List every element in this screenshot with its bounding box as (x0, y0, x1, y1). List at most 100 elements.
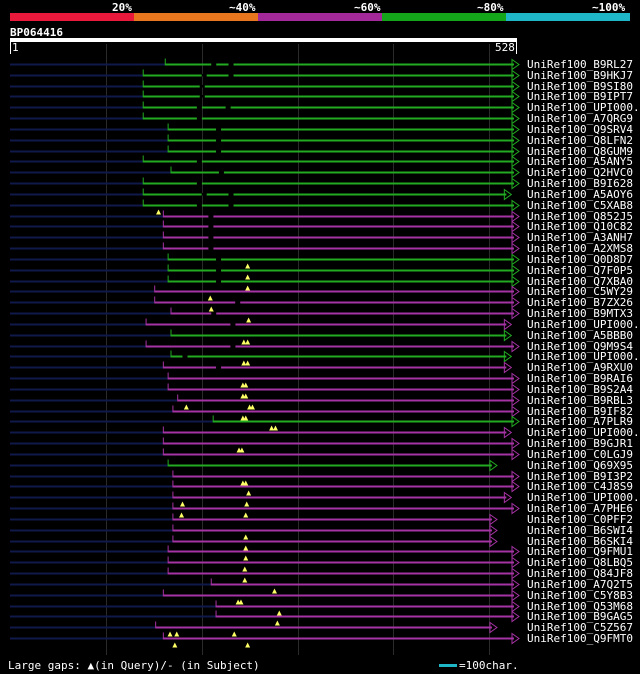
subject-gap-mark (228, 63, 234, 66)
hit-end-arrow-icon (511, 437, 520, 450)
hit-accession-link[interactable]: UniRef100_B6SKI4 (527, 535, 633, 548)
hit-accession-link[interactable]: UniRef100_B9I628 (527, 177, 633, 190)
hit-end-arrow-icon (511, 112, 520, 125)
hit-accession-link[interactable]: UniRef100_B9MTX3 (527, 307, 633, 320)
hit-accession-link[interactable]: UniRef100_B9GAG5 (527, 610, 633, 623)
query-gap-icon (242, 566, 248, 572)
hit-accession-link[interactable]: UniRef100_Q69X95 (527, 459, 633, 472)
hit-accession-link[interactable]: UniRef100_Q8LFN2 (527, 134, 633, 147)
hit-accession-link[interactable]: UniRef100_UPI000... (527, 491, 640, 504)
hit-end-arrow-icon (489, 621, 498, 634)
scale-label-80: ~80% (477, 1, 504, 14)
hit-accession-link[interactable]: UniRef100_Q2HVC0 (527, 166, 633, 179)
hit-end-arrow-icon (511, 307, 520, 320)
hit-accession-link[interactable]: UniRef100_Q7XBA0 (527, 275, 633, 288)
hit-accession-link[interactable]: UniRef100_UPI000... (527, 350, 640, 363)
hit-accession-link[interactable]: UniRef100_C5Y8B3 (527, 589, 633, 602)
subject-gap-mark (230, 323, 236, 326)
hit-accession-link[interactable]: UniRef100_Q53M68 (527, 600, 633, 613)
hit-end-arrow-icon (511, 145, 520, 158)
hit-accession-link[interactable]: UniRef100_A5ANY5 (527, 155, 633, 168)
subject-gap-mark (218, 171, 224, 174)
query-gap-icon: ▲ (87, 659, 95, 672)
hit-accession-link[interactable]: UniRef100_A7Q2T5 (527, 578, 633, 591)
hit-accession-link[interactable]: UniRef100_A7QRG9 (527, 112, 633, 125)
hit-end-arrow-icon (511, 296, 520, 309)
hit-accession-link[interactable]: UniRef100_A7PLR9 (527, 415, 633, 428)
hit-end-arrow-icon (511, 231, 520, 244)
subject-gap-mark (196, 117, 202, 120)
scale-label-100: ~100% (592, 1, 626, 14)
subject-gap-mark (228, 204, 234, 207)
hit-accession-link[interactable]: UniRef100_Q0D8D7 (527, 253, 633, 266)
hit-accession-link[interactable]: UniRef100_Q8LBQ5 (527, 556, 633, 569)
hit-accession-link[interactable]: UniRef100_C0PFF2 (527, 513, 633, 526)
query-gap-icon (245, 263, 251, 269)
hit-end-arrow-icon (489, 513, 498, 526)
query-gap-icon (208, 306, 214, 312)
hit-accession-link[interactable]: UniRef100_B9I3P2 (527, 470, 633, 483)
scale-label-20: 20% (112, 1, 132, 14)
hit-accession-link[interactable]: UniRef100_B9S2A4 (527, 383, 633, 396)
hit-accession-link[interactable]: UniRef100_B9RBL3 (527, 394, 633, 407)
subject-gap-mark (216, 258, 222, 261)
query-gap-icon (243, 512, 249, 518)
subject-gap-mark (211, 63, 217, 66)
query-start-tick (10, 42, 11, 54)
hit-accession-link[interactable]: UniRef100_Q8GUM9 (527, 145, 633, 158)
hit-accession-link[interactable]: UniRef100_B9GJR1 (527, 437, 633, 450)
query-gap-icon (274, 620, 280, 626)
hit-accession-link[interactable]: UniRef100_B9HKJ7 (527, 69, 633, 82)
hit-end-arrow-icon (511, 589, 520, 602)
query-gap-icon (245, 285, 251, 291)
hit-accession-link[interactable]: UniRef100_UPI000... (527, 426, 640, 439)
hit-accession-link[interactable]: UniRef100_UPI000... (527, 318, 640, 331)
hit-accession-link[interactable]: UniRef100_Q7F0P5 (527, 264, 633, 277)
hit-accession-link[interactable]: UniRef100_C5Z567 (527, 621, 633, 634)
query-gap-icon (180, 501, 185, 507)
hit-accession-link[interactable]: UniRef100_Q9SRV4 (527, 123, 633, 136)
query-gap-icon (243, 415, 249, 421)
hit-accession-link[interactable]: UniRef100_B9RL27 (527, 58, 633, 71)
hit-accession-link[interactable]: UniRef100_Q852J5 (527, 210, 633, 223)
hit-end-arrow-icon (503, 491, 513, 504)
hit-accession-link[interactable]: UniRef100_Q9M9S4 (527, 340, 633, 353)
query-gap-icon (167, 631, 173, 637)
hit-end-arrow-icon (511, 632, 520, 645)
hit-accession-link[interactable]: UniRef100_C5XAB8 (527, 199, 633, 212)
hit-end-arrow-icon (503, 426, 513, 439)
query-start-label: 1 (12, 41, 19, 54)
hit-accession-link[interactable]: UniRef100_C0LGJ9 (527, 448, 633, 461)
hit-accession-link[interactable]: UniRef100_B6SWI4 (527, 524, 633, 537)
subject-gap-mark (225, 106, 231, 109)
hit-accession-link[interactable]: UniRef100_B7ZX26 (527, 296, 633, 309)
hit-accession-link[interactable]: UniRef100_C4J8S9 (527, 480, 633, 493)
hit-accession-link[interactable]: UniRef100_B9RAI6 (527, 372, 633, 385)
hit-accession-link[interactable]: UniRef100_A9RXU0 (527, 361, 633, 374)
scale-segment-green (382, 13, 506, 21)
hit-accession-link[interactable]: UniRef100_A2XMS8 (527, 242, 633, 255)
hit-accession-link[interactable]: UniRef100_Q10C82 (527, 220, 633, 233)
hit-end-arrow-icon (511, 101, 520, 114)
query-gap-icon (243, 555, 249, 561)
hit-accession-link[interactable]: UniRef100_B9IF82 (527, 405, 633, 418)
subject-gap-mark (216, 366, 222, 369)
hit-accession-link[interactable]: UniRef100_C5WY29 (527, 285, 633, 298)
hit-accession-link[interactable]: UniRef100_A7PHE6 (527, 502, 633, 515)
hit-accession-link[interactable]: UniRef100_B9IPT7 (527, 90, 633, 103)
hit-accession-link[interactable]: UniRef100_Q84JF8 (527, 567, 633, 580)
hit-accession-link[interactable]: UniRef100_A3ANH7 (527, 231, 633, 244)
hit-accession-link[interactable]: UniRef100_A5AOY6 (527, 188, 633, 201)
query-gap-icon (276, 610, 282, 616)
scale-label-60: ~60% (354, 1, 381, 14)
hit-end-arrow-icon (503, 329, 513, 342)
hit-accession-link[interactable]: UniRef100_B9SI80 (527, 80, 633, 93)
hit-accession-link[interactable]: UniRef100_Q9FMU1 (527, 545, 633, 558)
hit-end-arrow-icon (511, 275, 520, 288)
hit-accession-link[interactable]: UniRef100_Q9FMT0 (527, 632, 633, 645)
hit-accession-link[interactable]: UniRef100_A5BBB0 (527, 329, 633, 342)
subject-gap-mark (199, 85, 205, 88)
scale-label-40: ~40% (229, 1, 256, 14)
hit-accession-link[interactable]: UniRef100_UPI000... (527, 101, 640, 114)
